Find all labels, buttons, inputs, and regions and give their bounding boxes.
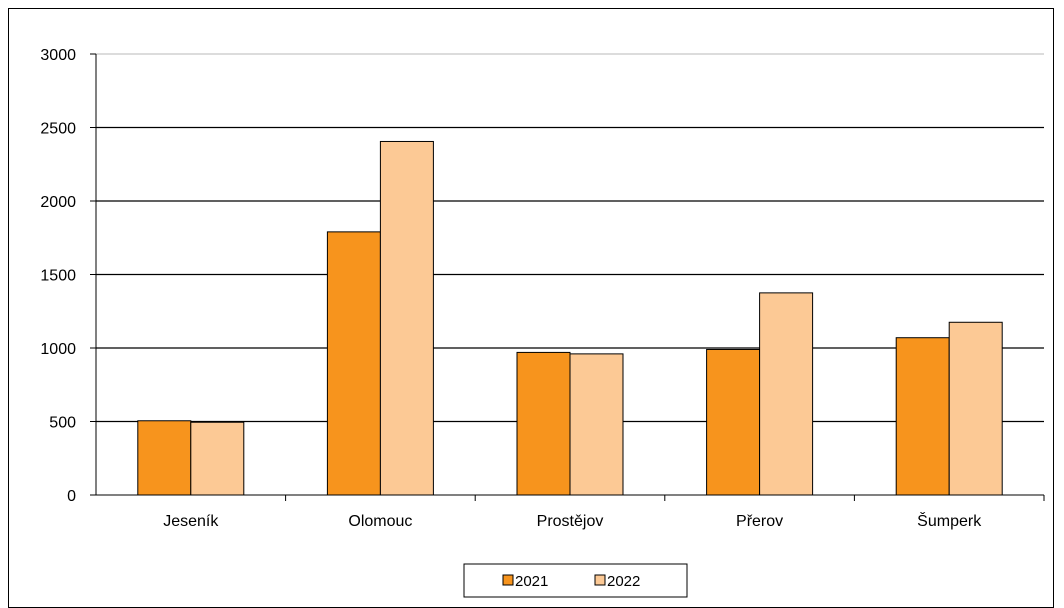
x-tick-label: Prostějov bbox=[537, 513, 604, 530]
bar-2021-4 bbox=[895, 337, 950, 496]
bar-2022-3 bbox=[759, 292, 814, 496]
y-tick-label: 0 bbox=[67, 488, 76, 505]
legend-swatch-2022 bbox=[594, 574, 606, 586]
legend-swatch-2021 bbox=[502, 574, 514, 586]
axes bbox=[90, 53, 1045, 501]
x-tick-label: Jeseník bbox=[163, 513, 219, 530]
x-tick-label: Šumperk bbox=[917, 511, 982, 530]
y-tick-label: 1500 bbox=[40, 268, 76, 285]
y-tick-label: 2500 bbox=[40, 121, 76, 138]
bar-2022-0 bbox=[190, 421, 245, 496]
legend-label-2022: 2022 bbox=[607, 573, 640, 590]
y-tick-label: 1000 bbox=[40, 341, 76, 358]
gridlines bbox=[96, 53, 1044, 423]
bar-2022-1 bbox=[379, 140, 434, 496]
y-tick-labels: 0 500 1000 1500 2000 2500 3000 bbox=[40, 47, 76, 505]
x-tick-labels: Jeseník Olomouc Prostějov Přerov Šumperk bbox=[163, 511, 982, 530]
x-tick-label: Přerov bbox=[736, 513, 783, 530]
y-tick-label: 3000 bbox=[40, 47, 76, 64]
bars bbox=[137, 140, 1003, 496]
bar-2021-3 bbox=[706, 348, 761, 496]
y-tick-label: 500 bbox=[49, 415, 76, 432]
y-tick-label: 2000 bbox=[40, 194, 76, 211]
legend: 2021 2022 bbox=[463, 563, 688, 598]
bar-2022-2 bbox=[569, 353, 624, 496]
bar-2021-1 bbox=[326, 231, 381, 496]
legend-box bbox=[463, 563, 688, 598]
bar-2021-0 bbox=[137, 420, 192, 496]
legend-label-2021: 2021 bbox=[515, 573, 548, 590]
bar-2022-4 bbox=[948, 321, 1003, 496]
bar-2021-2 bbox=[516, 351, 571, 496]
x-tick-label: Olomouc bbox=[348, 513, 412, 530]
chart-frame bbox=[8, 8, 1054, 608]
